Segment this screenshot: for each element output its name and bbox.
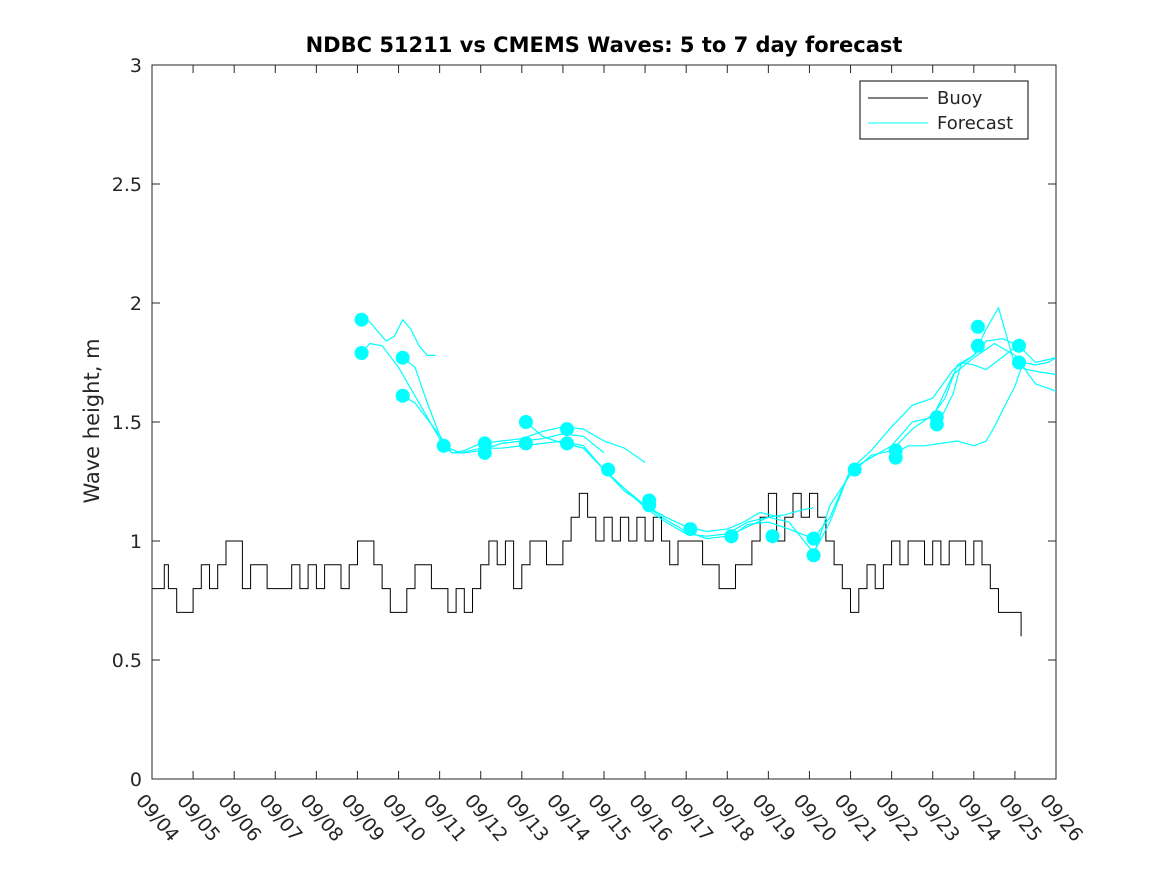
forecast-start-marker [888, 450, 903, 465]
forecast-start-marker [806, 548, 821, 563]
forecast-start-marker [724, 529, 739, 544]
y-tick-label: 1 [130, 531, 142, 553]
y-axis-label: Wave height, m [80, 338, 104, 503]
forecast-start-marker [683, 522, 698, 537]
forecast-start-marker [560, 436, 574, 451]
legend: Buoy Forecast [859, 80, 1029, 140]
y-tick-label: 2.5 [112, 174, 142, 196]
forecast-line-9 [936, 345, 1020, 425]
y-tick-label: 3 [130, 55, 142, 77]
y-tick-label: 0 [130, 769, 142, 791]
forecast-line-3 [402, 357, 646, 463]
forecast-start-marker [970, 319, 985, 334]
forecast-start-marker [518, 415, 533, 429]
y-tick-label: 0.5 [112, 650, 142, 672]
forecast-line-2 [361, 342, 605, 454]
buoy-series-line [152, 492, 1022, 637]
forecast-start-marker [601, 462, 616, 477]
forecast-start-marker [518, 436, 533, 451]
forecast-start-marker [354, 312, 369, 327]
legend-box [859, 80, 1029, 140]
y-tick-label: 2 [130, 293, 142, 315]
forecast-start-marker [642, 498, 657, 513]
forecast-line-1 [361, 318, 436, 356]
forecast-start-marker [395, 350, 410, 365]
forecast-start-marker [970, 338, 985, 353]
forecast-start-marker [354, 346, 369, 360]
forecast-start-marker [436, 438, 451, 453]
legend-label-buoy: Buoy [937, 88, 983, 109]
forecast-start-marker [929, 417, 944, 432]
forecast-start-marker [395, 388, 410, 403]
forecast-start-marker [560, 422, 574, 437]
chart-title: NDBC 51211 vs CMEMS Waves: 5 to 7 day fo… [306, 33, 903, 57]
forecast-start-marker [765, 529, 780, 544]
forecast-start-marker [847, 462, 862, 477]
forecast-start-marker [477, 445, 492, 460]
forecast-start-marker [1012, 355, 1026, 370]
legend-label-forecast: Forecast [937, 113, 1013, 134]
forecast-start-marker [1012, 338, 1026, 353]
forecast-line-10 [895, 357, 1057, 454]
y-tick-label: 1.5 [112, 412, 142, 434]
forecast-start-marker [806, 531, 821, 546]
